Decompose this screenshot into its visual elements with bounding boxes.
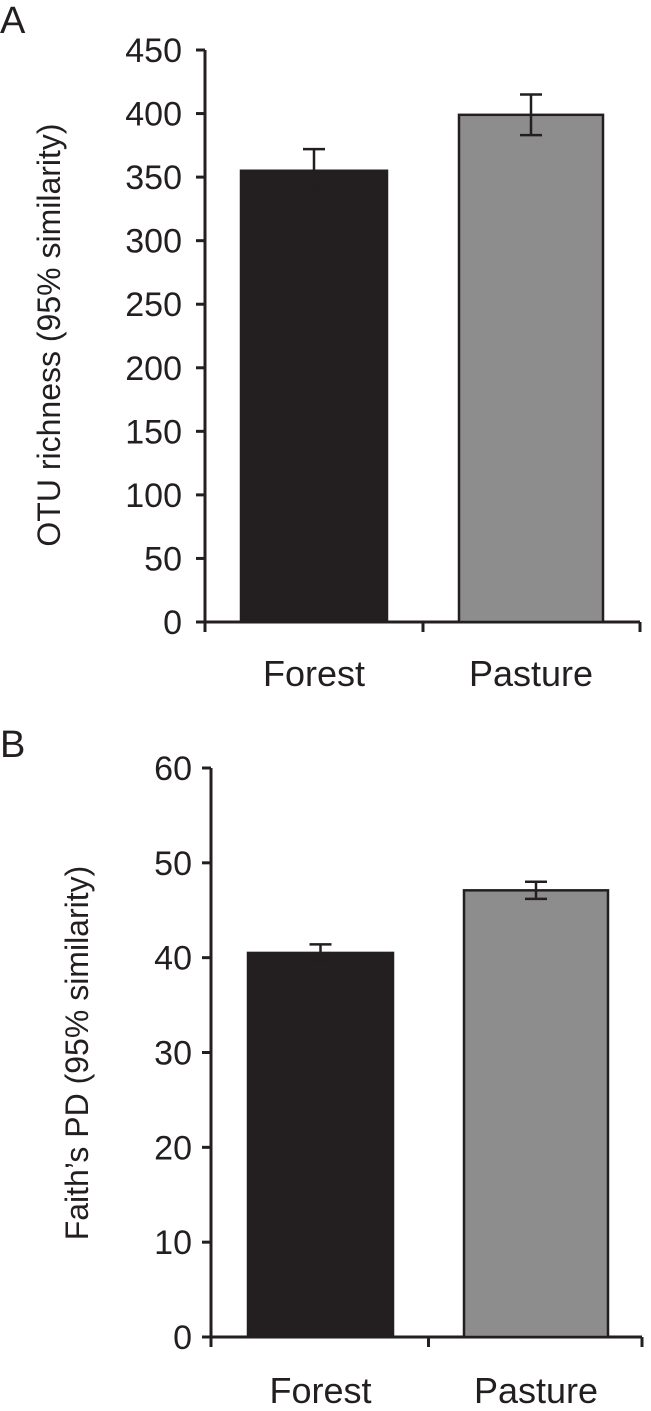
y-tick-label-5: 50 (154, 845, 192, 883)
panel-b-y-axis-label: Faith’s PD (95% similarity) (59, 866, 95, 1241)
panel-a-error-bars (303, 93, 542, 194)
error-bar-pasture (525, 880, 547, 901)
panel-a-label: A (0, 0, 26, 42)
category-label-forest: Forest (263, 653, 365, 694)
panel-a-category-labels: Forest Pasture (263, 653, 593, 694)
bar-pasture (462, 889, 610, 1339)
y-tick-label-4: 200 (125, 350, 182, 388)
y-tick-label-0: 0 (173, 1319, 192, 1357)
bar-pasture (457, 113, 605, 624)
category-label-pasture: Pasture (469, 653, 593, 694)
error-bar-forest (309, 943, 332, 963)
panel-b: B Faith’s PD (95% similarity) 0 10 20 30 40 5… (0, 724, 644, 1411)
bar-forest (239, 169, 389, 624)
y-tick-label-2: 20 (154, 1129, 192, 1167)
y-tick-label-8: 400 (125, 96, 182, 134)
y-tick-label-1: 50 (144, 540, 182, 578)
y-tick-label-5: 250 (125, 286, 182, 324)
panel-a-y-ticks: 0 50 100 150 200 250 300 350 400 450 (125, 32, 205, 642)
y-tick-label-2: 100 (125, 477, 182, 515)
y-tick-label-6: 60 (154, 750, 192, 788)
panel-a-bars (239, 113, 605, 624)
panel-b-y-ticks: 0 10 20 30 40 50 60 (154, 750, 211, 1357)
y-tick-label-6: 300 (125, 223, 182, 261)
y-tick-label-3: 150 (125, 413, 182, 451)
panel-b-bars (246, 889, 610, 1339)
panel-b-error-bars (309, 880, 547, 963)
y-tick-label-7: 350 (125, 159, 182, 197)
panel-b-category-labels: Forest Pasture (269, 1370, 598, 1411)
error-bar-forest (303, 147, 325, 194)
y-tick-label-3: 30 (154, 1035, 192, 1073)
panel-a: A OTU richness (95% similarity) 0 50 100 15… (0, 0, 642, 694)
y-tick-label-9: 450 (125, 32, 182, 70)
panel-a-y-axis-label: OTU richness (95% similarity) (31, 123, 67, 546)
error-bar-pasture (520, 93, 542, 137)
category-label-forest: Forest (269, 1370, 371, 1411)
category-label-pasture: Pasture (474, 1370, 598, 1411)
y-tick-label-4: 40 (154, 940, 192, 978)
panel-b-label: B (0, 724, 25, 766)
y-tick-label-1: 10 (154, 1224, 192, 1262)
bar-forest (246, 951, 395, 1339)
y-tick-label-0: 0 (163, 604, 182, 642)
